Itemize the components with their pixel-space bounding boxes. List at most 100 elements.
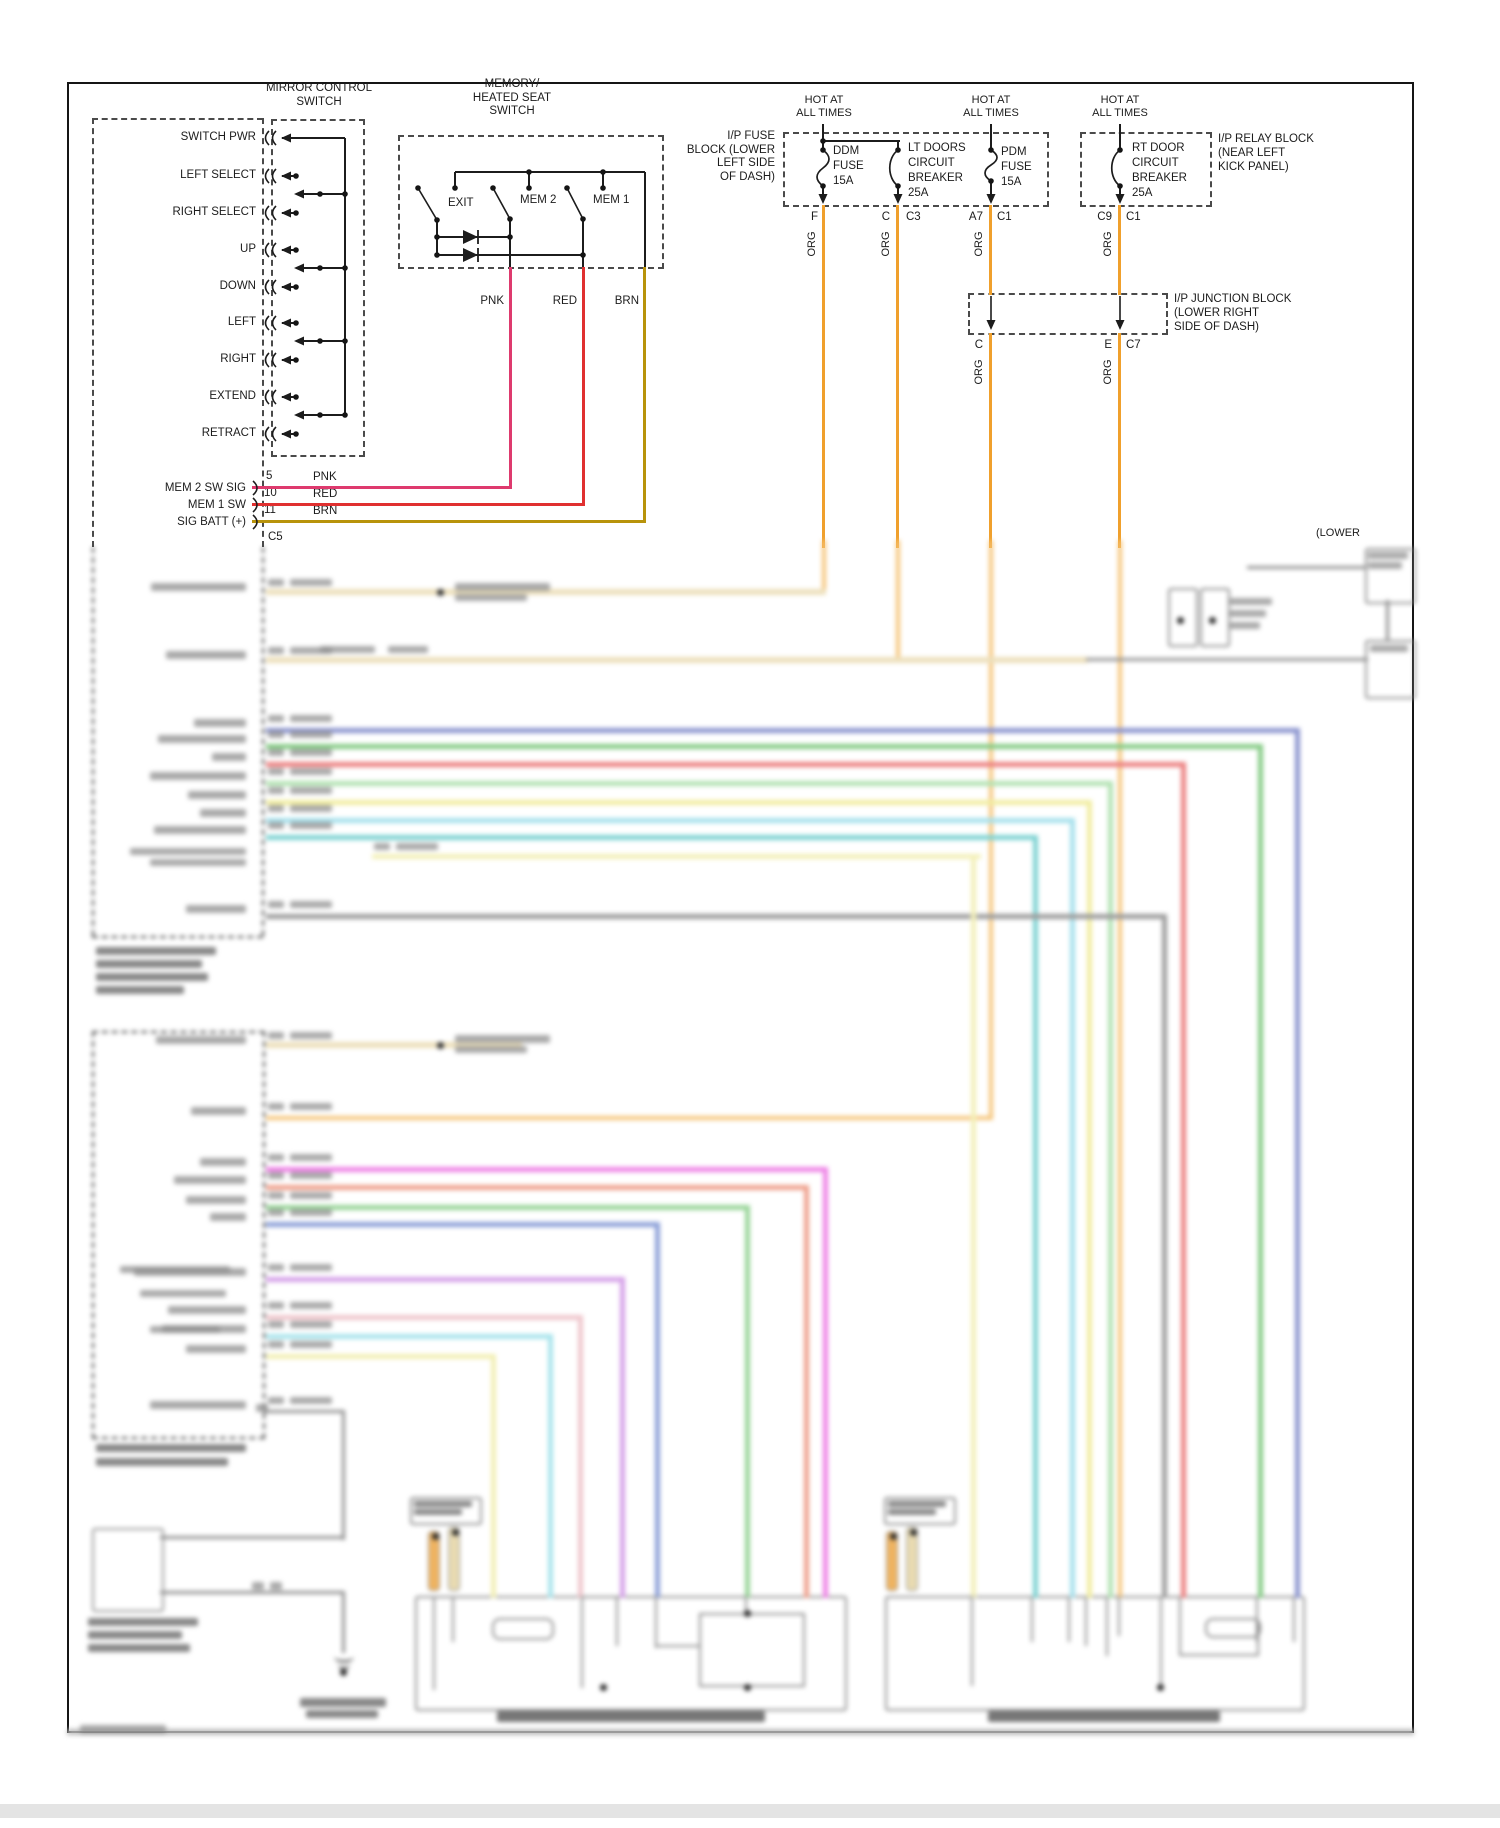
pdm-line3: 15A: [1001, 176, 1022, 188]
black-wire: [455, 171, 645, 173]
blurred-text: [186, 905, 246, 913]
band1-wire: [1108, 781, 1113, 1598]
blurred-text: [290, 1321, 332, 1328]
blurred-text: [306, 1710, 378, 1718]
pdm-line2: FUSE: [1001, 161, 1032, 173]
junction-line3: SIDE OF DASH): [1174, 321, 1259, 333]
black-wire: [602, 172, 604, 188]
black-wire: [282, 137, 345, 139]
blurred-text: [96, 947, 216, 955]
rtdoor-line4: 25A: [1132, 187, 1153, 199]
blurred-text: [130, 848, 246, 855]
blurred-text: [256, 1404, 268, 1412]
driver-module-bottom: [92, 936, 263, 938]
gray-wire: [581, 1596, 583, 1688]
band2-wire: [804, 1185, 809, 1598]
band1-wire: [266, 744, 1263, 749]
connector-parens: [252, 130, 277, 530]
gray-wire: [1257, 1620, 1259, 1656]
signal-sig-batt: SIG BATT (+): [177, 516, 246, 528]
blurred-text: [80, 1725, 166, 1734]
blurred-text: [268, 1321, 284, 1328]
blurred-text: [150, 1326, 220, 1333]
fuse-pin-f: F: [810, 211, 818, 223]
ip-junction-block-box: [968, 293, 1168, 335]
fuse-pin-c9: C9: [1097, 211, 1112, 223]
blurred-text: [268, 1341, 284, 1348]
band2-wire: [266, 1185, 809, 1190]
blurred-text: [188, 791, 246, 799]
ddm-line1: DDM: [833, 145, 860, 157]
black-wire: [1119, 185, 1121, 196]
junction-dot: [743, 1609, 751, 1617]
junction-dot: [889, 1532, 897, 1540]
junction-pin-e: E: [1104, 339, 1112, 351]
blurred-text: [268, 1192, 284, 1199]
memory-switch-title-line3: SWITCH: [489, 105, 535, 117]
bottom-border-soft: [67, 1729, 1414, 1735]
blurred-text: [988, 1711, 1220, 1722]
black-wire: [528, 172, 530, 188]
blurred-text: [290, 901, 332, 908]
gray-wire: [342, 1410, 345, 1540]
blurred-text: [455, 594, 527, 601]
blurred-text: [1368, 552, 1408, 559]
blurred-text: [320, 646, 375, 653]
black-wire: [437, 254, 584, 256]
blurred-text: [290, 715, 332, 722]
bottom-module-b: [885, 1596, 1305, 1711]
relay-line2: (NEAR LEFT: [1218, 147, 1286, 159]
band1-wire: [266, 781, 1113, 786]
wire-label-brn: BRN: [614, 295, 639, 307]
stub-pill: [448, 1527, 460, 1591]
mirror-pin-extend: EXTEND: [209, 390, 256, 402]
blurred-text: [1230, 610, 1266, 617]
ddm-fuse-symbol: [816, 149, 830, 187]
band2-wire: [266, 1354, 496, 1359]
stub-pill: [886, 1531, 898, 1591]
junction-dot: [431, 1532, 439, 1540]
blurred-text: [200, 809, 246, 817]
gray-wire: [1118, 1596, 1120, 1636]
partial-lower-text: (LOWER: [1316, 527, 1360, 539]
blurred-text: [268, 1032, 284, 1039]
colored-wire: [252, 486, 512, 489]
gray-wire: [699, 1613, 805, 1615]
component-pill: [492, 1618, 554, 1640]
blurred-text: [396, 843, 438, 850]
switch-levers: [417, 187, 1121, 322]
pin-5: 5: [266, 470, 273, 482]
relay-line3: KICK PANEL): [1218, 161, 1289, 173]
blurred-text: [268, 1264, 284, 1271]
blurred-text: [186, 1345, 246, 1353]
colored-wire: [252, 503, 585, 506]
junction-dot: [436, 1041, 444, 1049]
passenger-module-box: [92, 1031, 265, 1439]
blurred-text: [268, 1103, 284, 1110]
blurred-text: [1230, 598, 1272, 605]
blurred-text: [268, 1302, 284, 1309]
blurred-text: [290, 1341, 332, 1348]
junction-line2: (LOWER RIGHT: [1174, 307, 1259, 319]
driver-module-box-top: [92, 118, 263, 120]
blurred-text: [290, 579, 332, 586]
module-b-connector-label: [884, 1497, 956, 1525]
fuse-symbols: [816, 149, 1121, 187]
fuse-pin-c1-left: C1: [997, 211, 1012, 223]
gray-wire: [342, 1591, 345, 1653]
mirror-pin-retract: RETRACT: [201, 427, 256, 439]
colored-wire: [252, 520, 646, 523]
blurred-text: [290, 1172, 332, 1179]
blurred-text: [210, 1213, 246, 1221]
band1-wire: [1162, 914, 1167, 1598]
band2-wire: [548, 1334, 553, 1598]
blurred-text: [268, 901, 284, 908]
band2-wire: [655, 1222, 660, 1598]
wire-label-pnk: PNK: [480, 295, 504, 307]
hot-at-all-times-2: HOT AT ALL TIMES: [946, 94, 1036, 120]
bottom-module-a: [415, 1596, 847, 1711]
ip-relay-block-label: I/P RELAY BLOCK (NEAR LEFT KICK PANEL): [1218, 132, 1314, 174]
right-circuit-relay-2: [1200, 588, 1230, 647]
